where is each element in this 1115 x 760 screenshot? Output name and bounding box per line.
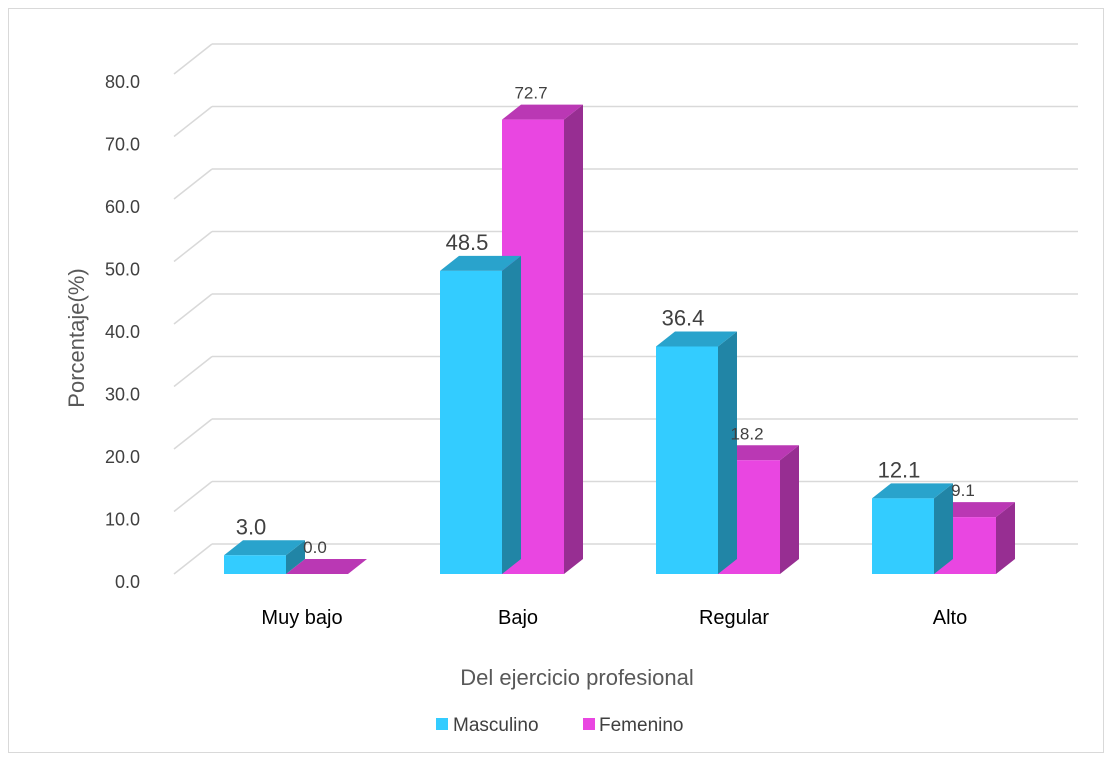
y-tick-label: 20.0: [105, 447, 140, 467]
data-label-masculino: 3.0: [236, 514, 267, 539]
data-label-masculino: 12.1: [878, 457, 921, 482]
bar-top: [440, 255, 521, 271]
legend: Masculino Femenino: [436, 715, 684, 736]
data-label-femenino: 0.0: [303, 538, 327, 557]
y-tick-label: 80.0: [105, 72, 140, 92]
data-label-masculino: 36.4: [662, 306, 705, 331]
bar-top: [934, 502, 1015, 518]
bar-side: [934, 483, 953, 574]
bar-side: [780, 445, 799, 574]
y-tick-label: 40.0: [105, 322, 140, 342]
gridline-diagonal: [173, 480, 213, 513]
bar-front: [872, 498, 934, 574]
y-axis-ticks: 0.0 10.0 20.0 30.0 40.0 50.0 60.0 70.0 80.0: [105, 72, 140, 592]
bar-top: [718, 445, 799, 461]
bar-top: [502, 104, 583, 120]
bar-top: [286, 559, 367, 574]
bar-femenino-0: [286, 559, 367, 574]
legend-label-femenino: Femenino: [599, 715, 684, 736]
data-labels: 0.0 3.0 72.7 48.5 18.2 36.4 9.1 12.1: [236, 84, 975, 557]
bar-masculino-2: [656, 331, 737, 574]
bar-side: [996, 502, 1015, 574]
bar-side: [502, 255, 521, 574]
data-label-masculino: 48.5: [446, 230, 489, 255]
bar-front: [224, 555, 286, 574]
legend-swatch-masculino: [436, 718, 448, 730]
data-label-femenino: 9.1: [951, 481, 975, 500]
gridline-diagonal: [173, 43, 213, 75]
data-label-femenino: 72.7: [514, 84, 547, 103]
bar-masculino-3: [872, 483, 953, 574]
bar-side: [286, 540, 305, 574]
bar-front: [656, 346, 718, 574]
y-tick-label: 50.0: [105, 260, 140, 280]
bar-side: [564, 104, 583, 574]
bar-side: [718, 331, 737, 574]
y-tick-label: 10.0: [105, 510, 140, 530]
gridline-diagonal: [173, 105, 213, 138]
data-label-femenino: 18.2: [730, 424, 763, 443]
gridline-diagonal: [173, 293, 213, 325]
y-tick-label: 70.0: [105, 135, 140, 155]
gridline-diagonal: [173, 230, 213, 263]
bar-top: [872, 483, 953, 499]
bar-front: [440, 270, 502, 574]
gridline-diagonal: [173, 168, 213, 200]
y-tick-label: 30.0: [105, 385, 140, 405]
x-category-label: Alto: [933, 607, 967, 629]
bar-top: [656, 331, 737, 347]
bar-top: [224, 540, 305, 556]
x-category-label: Regular: [699, 607, 769, 629]
gridline-diagonal: [173, 418, 213, 450]
bars: [224, 104, 1015, 574]
y-tick-label: 60.0: [105, 197, 140, 217]
x-axis-title: Del ejercicio profesional: [460, 665, 694, 690]
bar-masculino-0: [224, 540, 305, 574]
bar-masculino-1: [440, 255, 521, 574]
legend-label-masculino: Masculino: [453, 715, 539, 736]
y-tick-label: 0.0: [115, 572, 140, 592]
gridlines: [173, 43, 1078, 575]
legend-swatch-femenino: [583, 718, 595, 730]
gridline-diagonal: [173, 355, 213, 388]
gridline-diagonal: [173, 543, 213, 575]
y-axis-title: Porcentaje(%): [64, 268, 89, 407]
x-axis-categories: Muy bajo Bajo Regular Alto: [261, 607, 967, 629]
x-category-label: Bajo: [498, 607, 538, 629]
x-category-label: Muy bajo: [261, 607, 342, 629]
